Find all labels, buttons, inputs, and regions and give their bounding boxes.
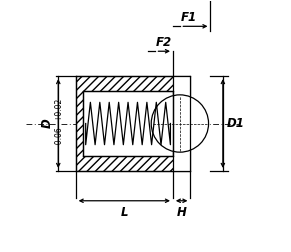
- Circle shape: [151, 95, 209, 152]
- Text: H: H: [177, 206, 187, 219]
- Text: L: L: [120, 206, 128, 219]
- Text: D1: D1: [227, 117, 244, 130]
- Bar: [76, 76, 190, 171]
- Bar: [83, 91, 173, 156]
- Bar: [173, 76, 190, 171]
- Text: D: D: [40, 119, 54, 128]
- Text: F2: F2: [155, 36, 172, 49]
- Text: +0.02: +0.02: [54, 98, 63, 121]
- Text: F1: F1: [180, 11, 196, 24]
- Text: -0.06: -0.06: [54, 126, 63, 146]
